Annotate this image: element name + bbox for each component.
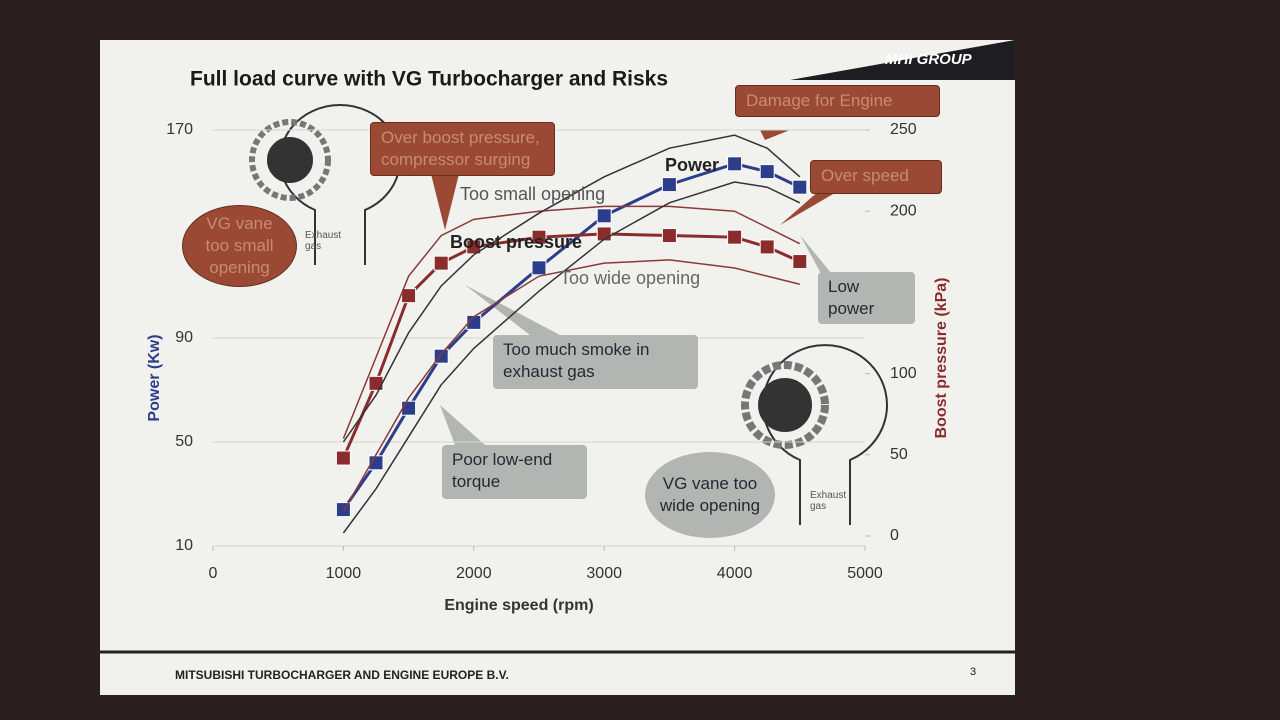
series-label: Too wide opening xyxy=(560,268,700,288)
logo: MHI GROUP xyxy=(885,51,973,68)
y-tick-label: 50 xyxy=(175,433,193,450)
y2-axis-title: Boost pressure (kPa) xyxy=(933,278,950,439)
marker xyxy=(335,502,351,518)
series-line xyxy=(342,259,800,513)
x-tick-label: 5000 xyxy=(847,565,883,582)
x-tick-label: 3000 xyxy=(586,565,622,582)
y-tick-label: 170 xyxy=(166,121,193,138)
y-axis-title: Power (Kw) xyxy=(146,334,163,421)
annotation: Over speed xyxy=(810,160,942,194)
x-tick-label: 1000 xyxy=(326,565,362,582)
annotation: Exhaust gas xyxy=(810,490,847,512)
y2-tick-label: 200 xyxy=(890,202,917,219)
series-line xyxy=(342,134,801,443)
x-tick-label: 2000 xyxy=(456,565,492,582)
marker xyxy=(759,164,775,180)
turbo-wide xyxy=(741,344,888,525)
turbo-small xyxy=(249,104,401,265)
marker xyxy=(335,450,351,466)
annotation: Low power xyxy=(818,272,915,324)
marker xyxy=(661,177,677,193)
marker xyxy=(792,254,808,270)
marker xyxy=(727,156,743,172)
x-tick-label: 0 xyxy=(209,565,218,582)
marker xyxy=(531,260,547,276)
marker xyxy=(401,400,417,416)
marker xyxy=(759,239,775,255)
annotation: Damage for Engine xyxy=(735,85,940,117)
marker xyxy=(792,179,808,195)
slide: Full load curve with VG Turbocharger and… xyxy=(100,40,1015,695)
series-line xyxy=(342,205,801,439)
marker xyxy=(661,228,677,244)
y2-tick-label: 50 xyxy=(890,446,908,463)
y2-tick-label: 250 xyxy=(890,121,917,138)
x-tick-label: 4000 xyxy=(717,565,753,582)
page-number: 3 xyxy=(970,666,976,678)
header-band xyxy=(790,40,1015,80)
footer-company: MITSUBISHI TURBOCHARGER AND ENGINE EUROP… xyxy=(175,668,509,682)
callout-pointers xyxy=(430,130,845,445)
marker xyxy=(401,288,417,304)
y-tick-label: 90 xyxy=(175,329,193,346)
series-label: Boost pressure xyxy=(450,232,582,252)
marker xyxy=(531,229,547,245)
marker xyxy=(368,375,384,391)
x-axis-title: Engine speed (rpm) xyxy=(444,597,593,614)
y2-tick-label: 0 xyxy=(890,527,899,544)
annotation: VG vane too wide opening xyxy=(645,452,775,538)
series-label: Power xyxy=(665,155,719,175)
annotation: Poor low-end torque xyxy=(442,445,587,499)
marker xyxy=(433,255,449,271)
annotation: Too much smoke in exhaust gas xyxy=(493,335,698,389)
slide-title: Full load curve with VG Turbocharger and… xyxy=(190,68,668,91)
annotation: Over boost pressure, compressor surging xyxy=(370,122,555,176)
chart: Full load curve with VG Turbocharger and… xyxy=(100,40,1015,682)
series-label: Too small opening xyxy=(460,184,605,204)
marker xyxy=(466,314,482,330)
y-tick-label: 10 xyxy=(175,537,193,554)
series-line xyxy=(342,181,801,534)
annotation: VG vane too small opening xyxy=(182,205,297,287)
y2-tick-label: 100 xyxy=(890,365,917,382)
marker xyxy=(727,229,743,245)
marker xyxy=(596,208,612,224)
annotation: Exhaust gas xyxy=(305,230,342,252)
